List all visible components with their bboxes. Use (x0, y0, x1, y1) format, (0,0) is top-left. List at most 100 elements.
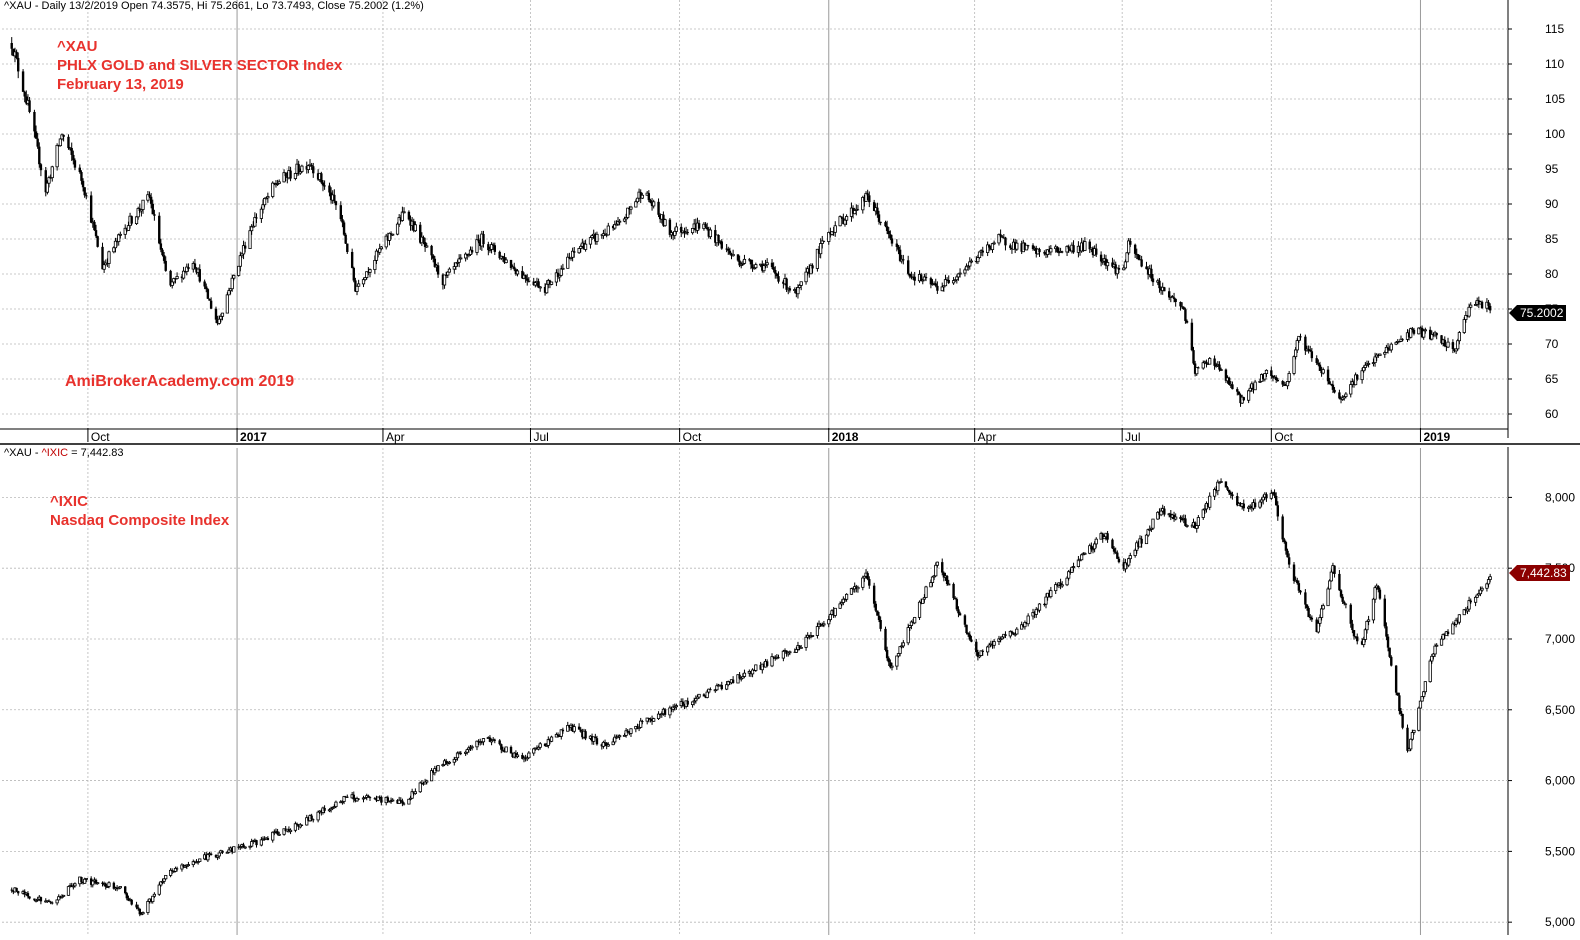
xau-candle-body-down (856, 209, 860, 211)
xau-candle-body-down (284, 172, 287, 177)
xau-candle-body-down (352, 267, 355, 281)
xau-candle-body-down (341, 219, 344, 223)
xau-candle-body-down (611, 226, 615, 229)
ixic-candle-body-down (1229, 492, 1232, 495)
ixic-candle-body-down (127, 898, 130, 901)
ixic-candle-body-up (606, 744, 610, 747)
xau-candle-body-up (102, 264, 106, 270)
xau-candle-body-down (203, 281, 206, 287)
ixic-candle-body-up (1258, 501, 1262, 508)
xau-candle-body-down (436, 265, 440, 275)
ixic-candle-body-up (250, 841, 254, 847)
ixic-candle-body-down (1281, 516, 1284, 540)
xau-candle-body-down (36, 138, 39, 147)
ixic-candle-body-up (146, 901, 150, 913)
ixic-candle-body-down (752, 670, 756, 672)
xau-candle-body-down (216, 319, 219, 324)
ixic-candle-body-down (498, 740, 501, 745)
ixic-candle-body-up (1423, 681, 1427, 693)
xau-candle-body-down (1091, 247, 1095, 256)
xau-candle-body-down (1031, 245, 1035, 250)
ixic-candle-body-up (1316, 622, 1320, 633)
xau-candle-body-down (887, 230, 890, 235)
xau-candle-body-up (402, 211, 406, 214)
xau-candle-body-down (527, 280, 531, 282)
ixic-candle-body-down (1250, 506, 1254, 509)
ixic-candle-body-down (1310, 617, 1314, 620)
ixic-candle-body-down (1122, 562, 1125, 569)
xau-candle-body-down (851, 208, 855, 214)
ixic-candle-body-up (977, 655, 982, 658)
xau-candle-body-down (568, 257, 571, 259)
xau-candle-body-down (93, 221, 96, 231)
xau-candle-body-up (955, 276, 959, 281)
ixic-candle-body-up (1418, 700, 1423, 709)
ixic-candle-body-down (772, 656, 775, 658)
ixic-candle-body-down (975, 641, 978, 653)
xau-candle-body-up (250, 226, 254, 232)
xau-candle-body-down (422, 237, 425, 243)
xau-candle-body-down (493, 245, 497, 252)
xau-candle-body-down (1044, 253, 1048, 255)
ixic-candle-body-down (81, 882, 85, 884)
xau-candle-body-down (1117, 268, 1121, 270)
ixic-candle-body-up (527, 752, 531, 759)
xau-candle-body-down (897, 246, 900, 250)
ixic-candle-body-down (1339, 590, 1343, 597)
xau-candle-body-down (1182, 307, 1185, 310)
ixic-candle-body-up (705, 691, 709, 698)
ixic-candle-body-down (295, 823, 299, 825)
ixic-candle-body-down (1296, 580, 1299, 584)
ixic-candle-body-down (1193, 522, 1197, 529)
xau-candle-body-down (28, 100, 31, 112)
ixic-candle-body-up (504, 746, 508, 753)
ixic-candle-body-up (1321, 605, 1325, 610)
xau-candle-body-up (117, 234, 121, 242)
ixic-candle-body-up (1433, 645, 1437, 655)
xau-candle-body-down (25, 96, 28, 104)
xau-candle-body-down (1078, 246, 1082, 251)
ixic-candle-body-down (793, 651, 796, 653)
ixic-candle-body-down (1284, 542, 1288, 551)
ixic-candle-body-down (263, 838, 266, 840)
xau-candle-body-up (1464, 315, 1468, 320)
ixic-candle-body-up (1486, 579, 1491, 585)
ixic-candle-body-down (874, 603, 877, 611)
ixic-candle-body-down (1398, 695, 1401, 712)
ixic-candle-body-down (1360, 641, 1364, 645)
ixic-candle-body-down (704, 696, 707, 698)
xau-candle-body-down (1026, 245, 1030, 247)
xau-candle-body-down (1146, 269, 1150, 275)
ixic-candle-body-up (489, 740, 494, 743)
xau-candle-body-down (885, 226, 889, 231)
ixic-candle-body-down (284, 828, 287, 832)
xau-candle-body-up (447, 268, 452, 273)
xau-candle-body-down (1114, 264, 1117, 274)
xau-candle-body-down (1443, 339, 1446, 347)
ixic-candle-body-down (641, 721, 644, 723)
ixic-candle-body-up (429, 770, 434, 782)
ixic-candle-body-up (243, 846, 247, 849)
xau-candle-body-up (384, 235, 388, 248)
ixic-candle-body-down (307, 817, 310, 821)
ixic-candle-body-down (112, 882, 116, 889)
xau-candle-body-down (23, 91, 26, 97)
ixic-candle-body-up (1185, 525, 1189, 527)
ixic-candle-body-down (39, 897, 43, 902)
xau-candle-body-up (618, 220, 622, 223)
xau-candle-body-up (1208, 358, 1212, 365)
xau-candle-body-up (238, 255, 242, 267)
ixic-candle-body-down (965, 624, 968, 634)
ixic-candle-body-down (509, 746, 513, 754)
xau-candle-body-up (1366, 363, 1371, 365)
xau-candle-body-up (1422, 330, 1426, 338)
xau-candle-body-up (425, 245, 429, 248)
ixic-candle-body-up (1094, 538, 1098, 545)
xau-candle-body-down (149, 196, 153, 204)
xau-candle-body-down (430, 245, 433, 256)
ixic-candle-body-up (60, 895, 64, 898)
ixic-candle-body-down (1315, 619, 1318, 633)
ixic-candle-body-up (890, 665, 894, 668)
ixic-candle-body-up (930, 576, 935, 583)
ixic-candle-body-up (1037, 603, 1042, 611)
